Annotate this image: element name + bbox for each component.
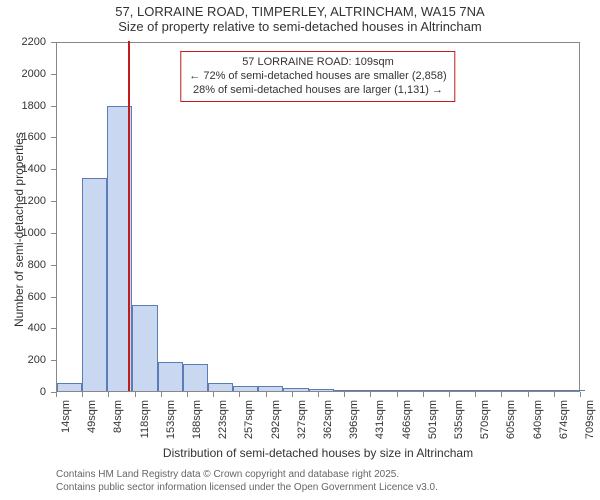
xtick-mark bbox=[397, 392, 398, 397]
ytick-mark bbox=[51, 106, 56, 107]
xtick-mark bbox=[266, 392, 267, 397]
x-axis-label: Distribution of semi-detached houses by … bbox=[56, 446, 580, 460]
annotation-box: 57 LORRAINE ROAD: 109sqm← 72% of semi-de… bbox=[180, 51, 455, 102]
xtick-label: 257sqm bbox=[243, 400, 255, 439]
xtick-label: 223sqm bbox=[217, 400, 229, 439]
histogram-bar bbox=[132, 305, 157, 391]
xtick-mark bbox=[318, 392, 319, 397]
xtick-label: 84sqm bbox=[112, 400, 124, 433]
ytick-mark bbox=[51, 360, 56, 361]
chart-container: 57, LORRAINE ROAD, TIMPERLEY, ALTRINCHAM… bbox=[0, 0, 600, 500]
xtick-label: 49sqm bbox=[86, 400, 98, 433]
annotation-line2: ← 72% of semi-detached houses are smalle… bbox=[189, 70, 446, 84]
xtick-label: 605sqm bbox=[505, 400, 517, 439]
annotation-line1: 57 LORRAINE ROAD: 109sqm bbox=[189, 56, 446, 70]
xtick-label: 362sqm bbox=[322, 400, 334, 439]
ytick-label: 200 bbox=[0, 354, 46, 366]
histogram-bar bbox=[283, 388, 308, 391]
ytick-mark bbox=[51, 169, 56, 170]
histogram-bar bbox=[233, 386, 258, 391]
xtick-mark bbox=[344, 392, 345, 397]
histogram-bar bbox=[82, 178, 107, 391]
ytick-label: 400 bbox=[0, 322, 46, 334]
ytick-mark bbox=[51, 233, 56, 234]
xtick-label: 466sqm bbox=[401, 400, 413, 439]
footer-line1: Contains HM Land Registry data © Crown c… bbox=[56, 468, 438, 481]
histogram-bar bbox=[334, 390, 359, 391]
xtick-label: 640sqm bbox=[532, 400, 544, 439]
histogram-bar bbox=[535, 390, 560, 391]
xtick-mark bbox=[423, 392, 424, 397]
xtick-label: 431sqm bbox=[374, 400, 386, 439]
histogram-bar bbox=[384, 390, 409, 391]
ytick-label: 2000 bbox=[0, 68, 46, 80]
histogram-bar bbox=[510, 390, 535, 391]
ytick-mark bbox=[51, 74, 56, 75]
xtick-label: 501sqm bbox=[427, 400, 439, 439]
ytick-mark bbox=[51, 137, 56, 138]
xtick-mark bbox=[370, 392, 371, 397]
histogram-bar bbox=[258, 386, 283, 391]
xtick-mark bbox=[135, 392, 136, 397]
xtick-mark bbox=[239, 392, 240, 397]
ytick-label: 1000 bbox=[0, 227, 46, 239]
ytick-mark bbox=[51, 265, 56, 266]
ytick-label: 0 bbox=[0, 386, 46, 398]
xtick-mark bbox=[554, 392, 555, 397]
histogram-bar bbox=[560, 390, 585, 391]
histogram-bar bbox=[57, 383, 82, 391]
xtick-label: 396sqm bbox=[348, 400, 360, 439]
xtick-mark bbox=[108, 392, 109, 397]
xtick-label: 674sqm bbox=[558, 400, 570, 439]
xtick-label: 153sqm bbox=[165, 400, 177, 439]
xtick-mark bbox=[449, 392, 450, 397]
xtick-label: 327sqm bbox=[296, 400, 308, 439]
histogram-bar bbox=[309, 389, 334, 391]
histogram-bar bbox=[409, 390, 434, 391]
ytick-label: 2200 bbox=[0, 36, 46, 48]
xtick-mark bbox=[475, 392, 476, 397]
xtick-mark bbox=[580, 392, 581, 397]
xtick-mark bbox=[82, 392, 83, 397]
histogram-bar bbox=[158, 362, 183, 391]
xtick-mark bbox=[528, 392, 529, 397]
xtick-label: 14sqm bbox=[60, 400, 72, 433]
ytick-mark bbox=[51, 42, 56, 43]
xtick-label: 709sqm bbox=[584, 400, 596, 439]
xtick-label: 292sqm bbox=[270, 400, 282, 439]
ytick-mark bbox=[51, 328, 56, 329]
title-line1: 57, LORRAINE ROAD, TIMPERLEY, ALTRINCHAM… bbox=[0, 0, 600, 19]
title-line2: Size of property relative to semi-detach… bbox=[0, 19, 600, 34]
xtick-label: 188sqm bbox=[191, 400, 203, 439]
ytick-mark bbox=[51, 201, 56, 202]
ytick-label: 1400 bbox=[0, 163, 46, 175]
xtick-label: 570sqm bbox=[479, 400, 491, 439]
histogram-bar bbox=[359, 390, 384, 391]
xtick-label: 118sqm bbox=[139, 400, 151, 438]
ytick-label: 1200 bbox=[0, 195, 46, 207]
ytick-label: 600 bbox=[0, 291, 46, 303]
plot-area: 57 LORRAINE ROAD: 109sqm← 72% of semi-de… bbox=[56, 42, 580, 392]
histogram-bar bbox=[434, 390, 459, 391]
ytick-label: 1800 bbox=[0, 100, 46, 112]
xtick-mark bbox=[292, 392, 293, 397]
ytick-label: 1600 bbox=[0, 131, 46, 143]
histogram-bar bbox=[459, 390, 484, 391]
property-marker-line bbox=[128, 41, 130, 391]
histogram-bar bbox=[183, 364, 208, 391]
footer-text: Contains HM Land Registry data © Crown c… bbox=[56, 468, 438, 494]
ytick-mark bbox=[51, 297, 56, 298]
xtick-mark bbox=[213, 392, 214, 397]
xtick-mark bbox=[501, 392, 502, 397]
xtick-mark bbox=[56, 392, 57, 397]
footer-line2: Contains public sector information licen… bbox=[56, 481, 438, 494]
annotation-line3: 28% of semi-detached houses are larger (… bbox=[189, 84, 446, 98]
histogram-bar bbox=[208, 383, 233, 391]
xtick-mark bbox=[161, 392, 162, 397]
histogram-bar bbox=[485, 390, 510, 391]
xtick-mark bbox=[187, 392, 188, 397]
ytick-label: 800 bbox=[0, 259, 46, 271]
xtick-label: 535sqm bbox=[453, 400, 465, 439]
